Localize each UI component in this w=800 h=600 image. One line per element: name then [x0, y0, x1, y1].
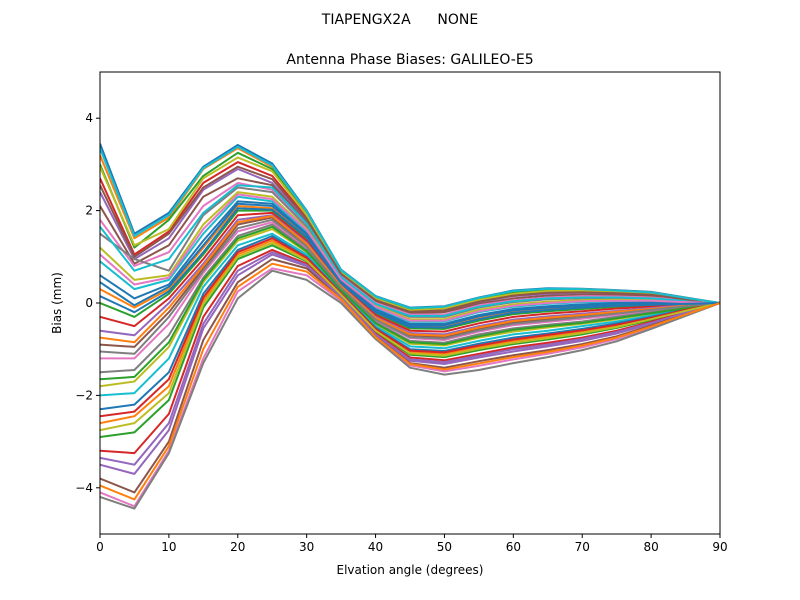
x-tick-label: 50: [437, 540, 452, 554]
series-line-6: [100, 177, 720, 315]
y-tick-label: 0: [85, 296, 93, 310]
y-tick-label: 4: [85, 111, 93, 125]
y-tick-label: 2: [85, 204, 93, 218]
series-line-18: [100, 223, 720, 374]
x-tick-label: 90: [712, 540, 727, 554]
series-line-42: [100, 262, 720, 501]
series-line-29: [100, 156, 720, 312]
series-line-36: [100, 165, 720, 313]
series-line-37: [100, 193, 720, 322]
x-axis-label: Elvation angle (degrees): [337, 563, 484, 577]
x-tick-label: 0: [96, 540, 104, 554]
y-axis-label: Bias (mm): [50, 272, 64, 334]
series-line-24: [100, 248, 720, 455]
x-tick-label: 40: [368, 540, 383, 554]
x-tick-label: 10: [161, 540, 176, 554]
series-line-27: [100, 267, 720, 508]
series-line-40: [100, 145, 720, 310]
series-line-35: [100, 251, 720, 466]
series-line-28: [100, 269, 720, 510]
x-axis: 0 10 20 30 40 50 60 70 80 90: [96, 534, 728, 554]
series-line-38: [100, 218, 720, 355]
x-tick-label: 70: [575, 540, 590, 554]
series-line-20: [100, 232, 720, 397]
series-line-39: [100, 241, 720, 432]
x-tick-label: 30: [299, 540, 314, 554]
series-layer: [100, 143, 720, 510]
series-line-34: [100, 237, 720, 418]
series-line-25: [100, 253, 720, 475]
series-line-33: [100, 225, 720, 381]
series-line-31: [100, 202, 720, 327]
figure-suptitle: TIAPENGX2A NONE: [321, 12, 478, 28]
series-line-41: [100, 207, 720, 329]
x-tick-label: 20: [230, 540, 245, 554]
series-line-32: [100, 215, 720, 344]
x-tick-label: 60: [506, 540, 521, 554]
series-line-30: [100, 184, 720, 317]
y-axis: −4 −2 0 2 4: [75, 111, 100, 495]
chart-title: Antenna Phase Biases: GALILEO-E5: [286, 52, 533, 68]
y-tick-label: −4: [75, 481, 93, 495]
y-tick-label: −2: [75, 388, 93, 402]
series-line-21: [100, 235, 720, 411]
x-tick-label: 80: [643, 540, 658, 554]
series-line-14: [100, 211, 720, 333]
